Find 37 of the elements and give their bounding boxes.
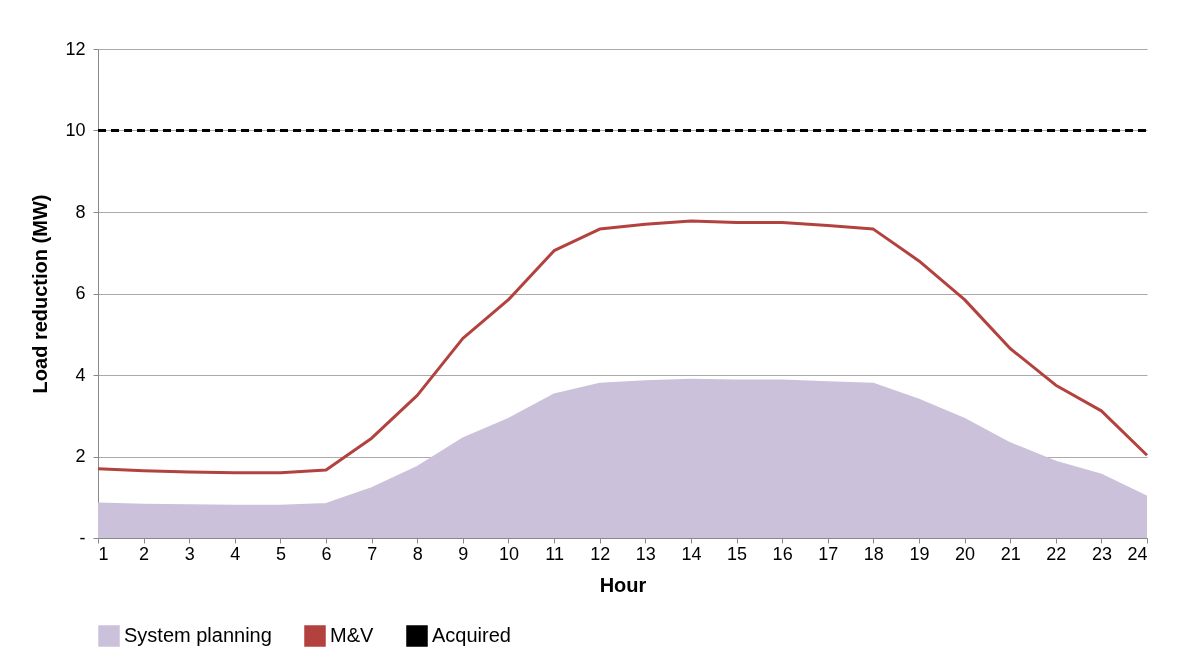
y-tick-label: 8 bbox=[75, 201, 86, 222]
x-tick-label: 24 bbox=[1127, 543, 1148, 564]
x-tick-label: 11 bbox=[545, 543, 564, 564]
y-tick-label: 12 bbox=[65, 38, 86, 59]
y-axis-title: Load reduction (MW) bbox=[29, 194, 52, 394]
line-series bbox=[96, 219, 1149, 475]
x-tick-label: 12 bbox=[590, 543, 611, 564]
x-tick-label: 19 bbox=[909, 543, 930, 564]
x-tick-label: 14 bbox=[681, 543, 702, 564]
x-tick-label: 7 bbox=[367, 543, 378, 564]
x-tick-label: 4 bbox=[230, 543, 241, 564]
x-tick-label: 22 bbox=[1046, 543, 1067, 564]
x-tick-label: 8 bbox=[412, 543, 423, 564]
x-tick-label: 21 bbox=[1000, 543, 1021, 564]
legend-label: Acquired bbox=[432, 624, 511, 646]
legend-label: System planning bbox=[124, 624, 272, 646]
x-tick-label: 10 bbox=[498, 543, 519, 564]
y-tick-label: 2 bbox=[75, 446, 86, 466]
x-tick-label: 13 bbox=[635, 543, 656, 564]
y-tick-label: 6 bbox=[75, 283, 86, 303]
y-tick-label: 4 bbox=[75, 364, 86, 385]
x-tick-label: 2 bbox=[139, 543, 150, 564]
y-tick-label: - bbox=[79, 527, 86, 548]
x-tick-label: 1 bbox=[98, 543, 109, 564]
x-tick-label: 18 bbox=[863, 543, 884, 564]
legend-label: M&V bbox=[330, 624, 374, 646]
x-axis-title: Hour bbox=[599, 573, 647, 596]
x-tick-label: 5 bbox=[275, 543, 286, 564]
x-tick-label: 23 bbox=[1091, 543, 1112, 564]
x-tick-label: 15 bbox=[727, 543, 748, 564]
y-tick-label: 10 bbox=[65, 120, 86, 140]
x-tick-label: 6 bbox=[321, 543, 332, 564]
x-tick-label: 20 bbox=[955, 543, 976, 564]
x-tick-label: 9 bbox=[458, 543, 469, 564]
x-tick-label: 17 bbox=[818, 543, 839, 564]
x-tick-label: 3 bbox=[184, 543, 195, 564]
x-tick-label: 16 bbox=[772, 543, 793, 564]
